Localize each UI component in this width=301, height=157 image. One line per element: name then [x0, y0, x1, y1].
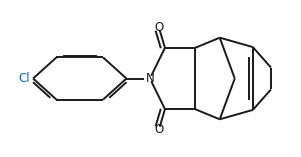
Text: Cl: Cl — [18, 72, 30, 85]
Text: O: O — [154, 21, 163, 34]
Text: O: O — [154, 123, 163, 136]
Text: N: N — [145, 72, 154, 85]
